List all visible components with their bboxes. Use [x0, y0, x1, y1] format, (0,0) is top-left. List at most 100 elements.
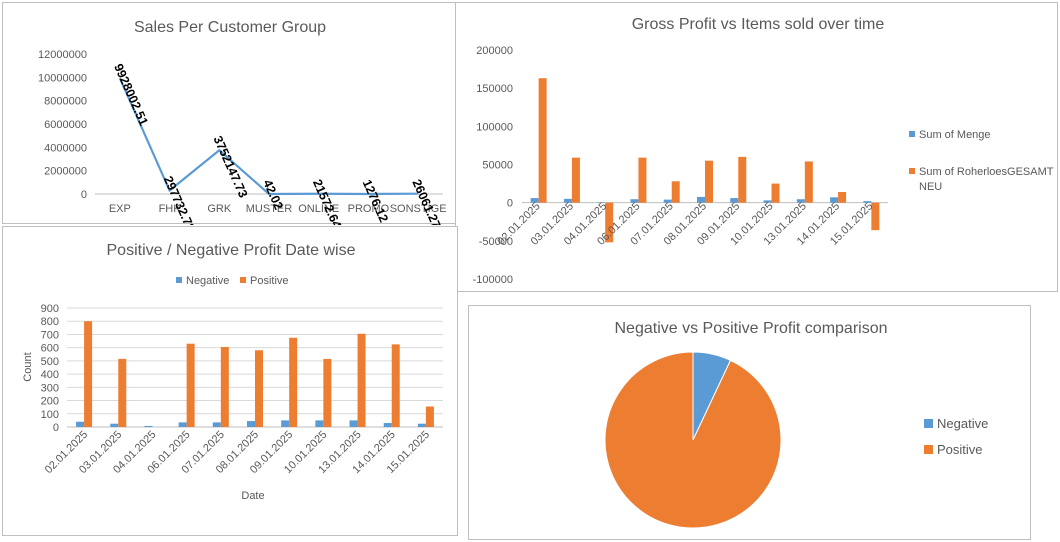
negative-bar [281, 420, 290, 427]
x-tick-label: PROMO [348, 203, 390, 215]
roherloes-bar [605, 202, 614, 243]
menge-bar [597, 202, 606, 203]
positive-bar [391, 344, 400, 427]
x-tick-label: MUSTER [246, 203, 293, 215]
data-label: 3752147.73 [211, 134, 251, 200]
menge-bar [563, 198, 572, 203]
y-tick-label: 400 [41, 369, 59, 381]
legend-swatch [924, 419, 933, 428]
y-tick-label: 50000 [482, 160, 513, 172]
positive-bar [289, 337, 298, 427]
y-tick-label: 12000000 [38, 49, 87, 61]
negative-bar [349, 420, 358, 427]
menge-bar [796, 199, 805, 203]
positive-bar [323, 358, 332, 427]
legend-label: Sum of Menge [919, 129, 991, 141]
negative-bar [212, 422, 221, 427]
positive-bar [357, 333, 366, 427]
profit-date-wise-chart: Positive / Negative Profit Date wise Nega… [2, 226, 458, 536]
y-tick-label: 0 [507, 198, 513, 210]
negative-bar [178, 422, 187, 427]
legend-swatch [909, 168, 915, 174]
positive-bar [255, 350, 263, 427]
y-tick-label: 900 [41, 303, 59, 315]
profit-pie-chart-svg: Negative vs Positive Profit comparison Ne… [604, 320, 988, 529]
negative-bar [144, 425, 153, 427]
roherloes-bar [538, 78, 547, 203]
menge-bar [530, 198, 539, 203]
menge-bar [830, 197, 839, 203]
y-tick-label: 0 [81, 189, 87, 201]
menge-bar [863, 201, 872, 203]
legend-label: Positive [250, 275, 289, 287]
data-label: 9928002.51 [111, 62, 151, 128]
sales-series-line [118, 77, 419, 196]
roherloes-bar [871, 202, 880, 231]
gross-profit-bar-chart-svg: Gross Profit vs Items sold over time -100… [473, 16, 1054, 286]
x-tick-label: GRK [207, 203, 232, 215]
y-tick-label: 4000000 [44, 142, 87, 154]
roherloes-bar [571, 157, 580, 203]
chart-title: Negative vs Positive Profit comparison [615, 320, 888, 337]
y-tick-label: 150000 [476, 83, 513, 95]
chart-title: Positive / Negative Profit Date wise [107, 242, 356, 259]
y-tick-label: 200000 [476, 45, 513, 57]
negative-bar [76, 421, 85, 427]
y-tick-label: -100000 [473, 274, 513, 286]
y-tick-label: 600 [41, 343, 59, 355]
y-tick-label: 200 [41, 396, 59, 408]
y-tick-label: 300 [41, 382, 59, 394]
negative-bar [110, 423, 119, 427]
chart-title: Gross Profit vs Items sold over time [632, 16, 885, 33]
negative-bar [315, 420, 324, 427]
x-tick-label: EXP [109, 203, 131, 215]
positive-bar [186, 343, 195, 427]
y-tick-label: 6000000 [44, 119, 87, 131]
y-tick-label: 2000000 [44, 166, 87, 178]
roherloes-bar [638, 157, 647, 203]
profit-comparison-pie-chart: Negative vs Positive Profit comparison Ne… [468, 305, 1031, 540]
menge-bar [763, 200, 772, 203]
y-tick-label: 8000000 [44, 96, 87, 108]
profit-count-bar-chart-svg: Positive / Negative Profit Date wise Nega… [22, 242, 443, 502]
menge-bar [697, 196, 705, 203]
legend-swatch [909, 131, 915, 137]
y-tick-label: -50000 [479, 236, 513, 248]
y-tick-label: 100000 [476, 121, 513, 133]
legend-label: Sum of RoherloesGESAMT [919, 166, 1054, 178]
legend-swatch [176, 277, 182, 283]
legend-label: Negative [937, 416, 988, 431]
legend-label: Negative [186, 275, 229, 287]
negative-bar [383, 423, 392, 427]
x-axis-title: Date [241, 490, 264, 502]
data-label: 1276.12 [360, 178, 391, 225]
negative-bar [417, 423, 426, 427]
positive-bar [118, 358, 127, 427]
negative-bar [247, 421, 255, 427]
y-tick-label: 500 [41, 356, 59, 368]
menge-bar [630, 199, 639, 203]
positive-slice [604, 351, 782, 529]
sales-per-customer-group-chart: Sales Per Customer Group 0 2000000 4000000 6… [2, 2, 456, 225]
roherloes-bar [838, 191, 847, 203]
legend-swatch [924, 445, 933, 454]
roherloes-bar [705, 160, 713, 203]
data-label: 26061.27 [409, 177, 443, 225]
y-axis-title: Count [22, 352, 34, 381]
roherloes-bar [804, 161, 813, 203]
y-tick-label: 100 [41, 409, 59, 421]
y-tick-label: 800 [41, 316, 59, 328]
positive-bar [220, 347, 229, 427]
y-tick-label: 700 [41, 329, 59, 341]
roherloes-bar [671, 181, 680, 203]
chart-title: Sales Per Customer Group [134, 19, 326, 36]
x-tick-label: ONLINE [298, 203, 339, 215]
roherloes-bar [738, 156, 747, 203]
legend-swatch [240, 277, 246, 283]
positive-bar [425, 406, 434, 427]
data-label: 21572.64 [310, 177, 344, 225]
gross-profit-vs-items-chart: Gross Profit vs Items sold over time -100… [455, 2, 1058, 292]
legend-label: Positive [937, 442, 983, 457]
positive-bar [84, 321, 93, 427]
x-tick-label: SONSTIGE [390, 203, 447, 215]
